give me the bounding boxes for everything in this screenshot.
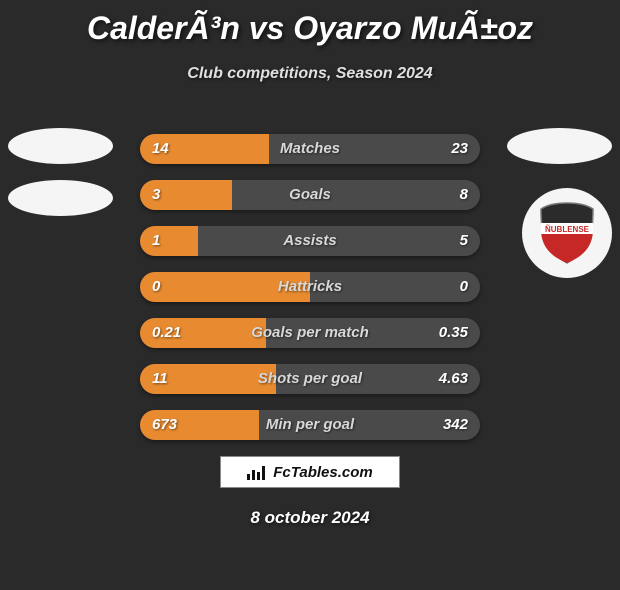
stat-value-left: 0 [152,272,160,302]
stat-value-left: 11 [152,364,168,394]
stat-label: Hattricks [140,272,480,302]
stat-value-left: 14 [152,134,169,164]
stat-label: Goals [140,180,480,210]
stat-label: Shots per goal [140,364,480,394]
footer-brand[interactable]: FcTables.com [220,456,400,488]
footer-brand-text: FcTables.com [273,464,372,481]
stat-value-left: 673 [152,410,177,440]
stats-table: Matches14 23 Goals3 8 Assists1 5 Hattricks0 0 Go… [140,134,480,456]
stat-row: Hattricks0 0 [140,272,480,302]
stat-value-right: 5 [460,226,468,256]
club-badge-right: ÑUBLENSE [522,188,612,278]
stat-value-left: 1 [152,226,160,256]
stat-row: Shots per goal11 4.63 [140,364,480,394]
stat-value-right: 0.35 [439,318,468,348]
date-label: 8 october 2024 [0,508,620,528]
stat-label: Goals per match [140,318,480,348]
stat-value-right: 4.63 [439,364,468,394]
stat-row: Goals3 8 [140,180,480,210]
subtitle: Club competitions, Season 2024 [0,65,620,83]
player-left-badge-2 [8,180,113,216]
stat-row: Assists1 5 [140,226,480,256]
stat-value-left: 3 [152,180,160,210]
shield-icon: ÑUBLENSE [537,201,597,265]
player-right-badge-1 [507,128,612,164]
stat-row: Goals per match0.21 0.35 [140,318,480,348]
chart-icon [247,464,267,480]
stat-label: Assists [140,226,480,256]
page-title: CalderÃ³n vs Oyarzo MuÃ±oz [0,10,620,47]
stat-label: Matches [140,134,480,164]
stat-label: Min per goal [140,410,480,440]
stat-value-right: 342 [443,410,468,440]
stat-row: Matches14 23 [140,134,480,164]
club-name-text: ÑUBLENSE [545,225,590,234]
stat-row: Min per goal673 342 [140,410,480,440]
player-left-badge-1 [8,128,113,164]
stat-value-right: 0 [460,272,468,302]
stat-value-right: 23 [451,134,468,164]
stat-value-right: 8 [460,180,468,210]
stat-value-left: 0.21 [152,318,181,348]
